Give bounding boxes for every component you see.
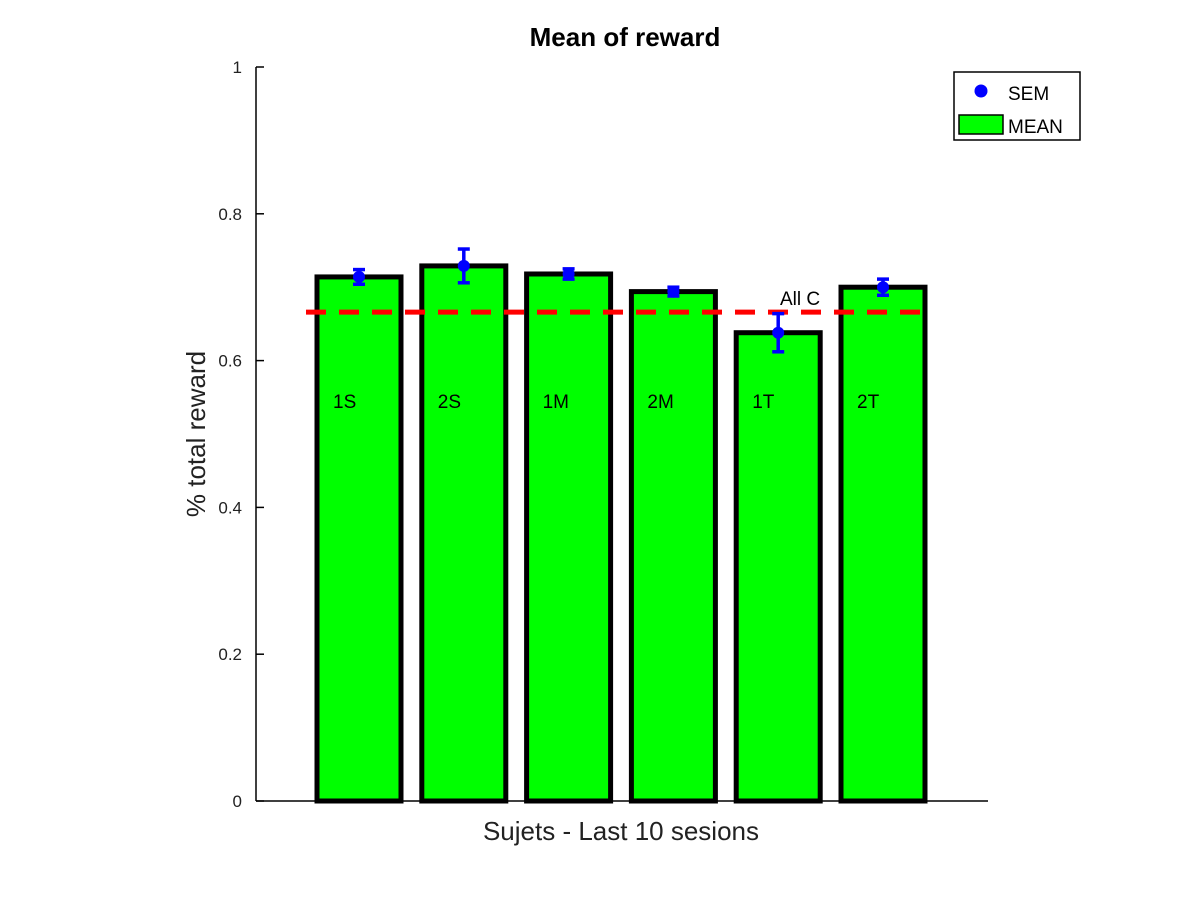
y-tick-label: 0.2 bbox=[218, 645, 242, 664]
sem-point-1S bbox=[353, 270, 365, 283]
bar-1T bbox=[733, 330, 823, 804]
sem-point-1T bbox=[772, 326, 785, 339]
y-tick-label: 0 bbox=[233, 792, 242, 811]
legend-sem-label: SEM bbox=[1008, 84, 1049, 105]
errorbars-group bbox=[353, 247, 889, 354]
legend-mean-swatch bbox=[958, 114, 1004, 135]
legend-sem-marker bbox=[974, 84, 988, 98]
y-tick-label: 0.8 bbox=[218, 205, 242, 224]
bar-2T bbox=[838, 284, 928, 804]
x-axis-label: Sujets - Last 10 sesions bbox=[483, 816, 759, 846]
category-label-1M: 1M bbox=[543, 392, 569, 413]
sem-point-2S bbox=[457, 259, 470, 272]
sem-point-1M bbox=[562, 267, 575, 280]
y-tick-label: 0.6 bbox=[218, 352, 242, 371]
y-tick-label: 0.4 bbox=[218, 498, 242, 517]
bar-2M bbox=[628, 289, 718, 804]
bar-1M bbox=[524, 271, 614, 804]
sem-point-2M bbox=[667, 285, 680, 298]
bars-group: 1S 2S 1M 2M 1T 2T bbox=[314, 263, 928, 804]
reference-label: All C bbox=[780, 289, 820, 310]
legend-mean-label: MEAN bbox=[1008, 117, 1063, 138]
y-tick-label: 1 bbox=[233, 58, 242, 77]
category-label-2M: 2M bbox=[647, 392, 673, 413]
bar-2S bbox=[419, 263, 509, 804]
sem-point-2T bbox=[877, 281, 889, 294]
category-label-1T: 1T bbox=[752, 392, 775, 413]
chart-title: Mean of reward bbox=[530, 22, 721, 52]
category-label-1S: 1S bbox=[333, 392, 356, 413]
reference-line-group: All C bbox=[306, 289, 924, 315]
y-axis-label: % total reward bbox=[181, 351, 211, 517]
axes-group: 0 0.2 0.4 0.6 0.8 1 bbox=[218, 58, 988, 811]
legend: SEM MEAN bbox=[953, 71, 1081, 141]
category-label-2S: 2S bbox=[438, 392, 461, 413]
category-label-2T: 2T bbox=[857, 392, 880, 413]
bar-1S bbox=[314, 274, 404, 804]
